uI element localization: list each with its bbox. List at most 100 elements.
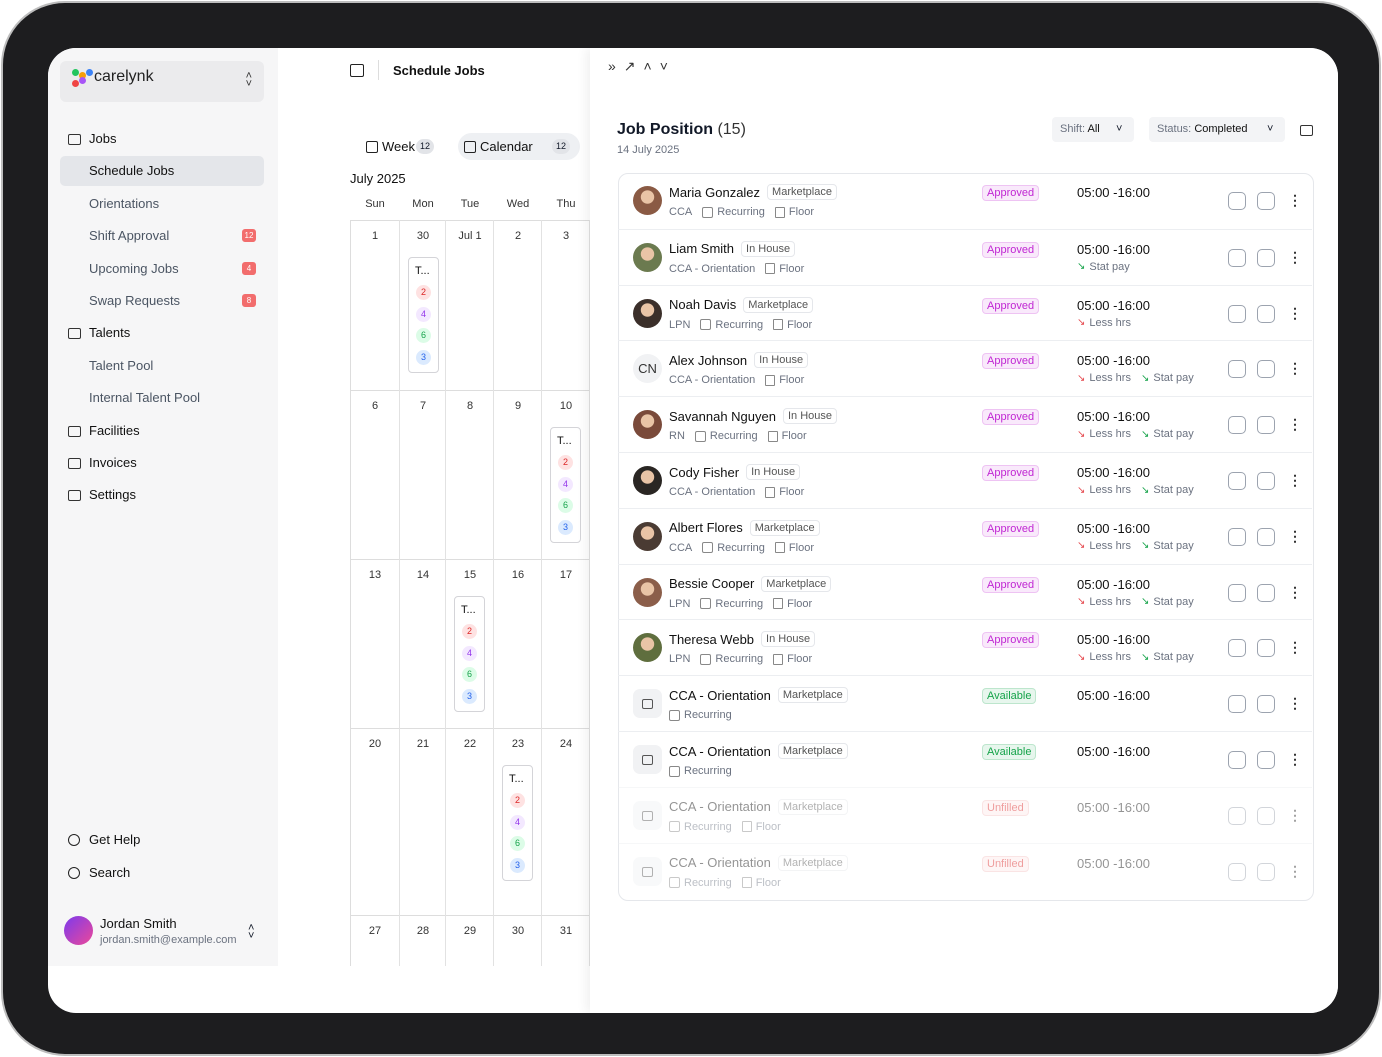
grid-cell bbox=[445, 915, 446, 966]
filter[interactable]: Shift: All ˅ bbox=[1052, 117, 1134, 142]
note: Stat pay bbox=[1153, 428, 1194, 441]
role: CCA - Orientation bbox=[669, 486, 756, 498]
event-count: 4 bbox=[416, 306, 431, 322]
row-menu[interactable]: ⋮ bbox=[1288, 248, 1302, 265]
row-menu[interactable]: ⋮ bbox=[1288, 806, 1302, 823]
job-row[interactable]: CCA - Orientation Marketplace Recurring Flo… bbox=[618, 786, 1312, 844]
event-card[interactable]: T... 2 4 6 3 bbox=[454, 596, 485, 712]
job-row[interactable]: Savannah Nguyen In House RN Recurring Floor A… bbox=[618, 396, 1312, 453]
day-number: 27 bbox=[368, 925, 382, 937]
status-badge: Approved bbox=[982, 576, 1040, 593]
row-menu[interactable]: ⋮ bbox=[1288, 751, 1302, 767]
schedule: Recurring bbox=[717, 541, 765, 554]
status-badge: Approved bbox=[982, 520, 1040, 537]
print-icon bbox=[1300, 125, 1313, 136]
row-menu[interactable]: ⋮ bbox=[1288, 695, 1302, 712]
job-row[interactable]: Liam Smith In House CCA - Orientation Floor… bbox=[618, 228, 1312, 286]
job-row[interactable]: Theresa Webb In House LPN Recurring Floor App… bbox=[618, 619, 1312, 676]
schedule-icon bbox=[700, 653, 712, 665]
view-tab[interactable]: Week 12 bbox=[360, 133, 444, 160]
day-number: 3 bbox=[562, 230, 570, 242]
day-number: 31 bbox=[559, 925, 573, 937]
job-row[interactable]: Bessie Cooper Marketplace LPN Recurring Floo… bbox=[618, 563, 1312, 621]
row-menu[interactable]: ⋮ bbox=[1288, 360, 1302, 377]
row-action[interactable] bbox=[1257, 248, 1275, 267]
job-row[interactable]: CN Alex Johnson In House CCA - Orientation F… bbox=[618, 340, 1312, 397]
row-action[interactable] bbox=[1228, 192, 1246, 210]
row-action[interactable] bbox=[1257, 360, 1275, 379]
row-action[interactable] bbox=[1257, 472, 1275, 490]
avatar bbox=[633, 410, 662, 440]
avatar bbox=[633, 689, 662, 719]
day-number: 30 bbox=[416, 230, 430, 242]
note: Stat pay bbox=[1153, 539, 1194, 552]
row-menu[interactable]: ⋮ bbox=[1288, 862, 1302, 879]
avatar bbox=[633, 521, 662, 551]
row-action[interactable] bbox=[1228, 304, 1246, 323]
job-row[interactable]: Albert Flores Marketplace CCA Recurring Floo… bbox=[618, 507, 1312, 565]
filter[interactable]: Status: Completed ˅ bbox=[1149, 117, 1285, 142]
source-tag: In House bbox=[761, 631, 816, 648]
grid-cell bbox=[399, 390, 400, 559]
notes: ↘ Less hrs ↘ Stat pay bbox=[1077, 651, 1194, 663]
job-name: CCA - Orientation bbox=[669, 743, 771, 759]
filter-label: Shift: bbox=[1060, 123, 1086, 135]
job-row[interactable]: CCA - Orientation Marketplace Recurring Ava… bbox=[618, 675, 1312, 732]
row-menu[interactable]: ⋮ bbox=[1288, 472, 1302, 488]
row-action[interactable] bbox=[1228, 360, 1246, 379]
row-menu[interactable]: ⋮ bbox=[1288, 639, 1302, 656]
note: Stat pay bbox=[1153, 484, 1194, 496]
row-action[interactable] bbox=[1257, 751, 1275, 769]
row-action[interactable] bbox=[1257, 527, 1275, 546]
row-action[interactable] bbox=[1228, 695, 1246, 714]
row-action[interactable] bbox=[1228, 806, 1246, 825]
row-menu[interactable]: ⋮ bbox=[1288, 583, 1302, 600]
row-menu[interactable]: ⋮ bbox=[1288, 192, 1302, 208]
event-card[interactable]: T... 2 4 6 3 bbox=[502, 765, 533, 881]
filter-caret: ˅ bbox=[1267, 123, 1274, 135]
note-icon: ↘ bbox=[1140, 372, 1150, 384]
row-action[interactable] bbox=[1228, 248, 1246, 267]
job-row[interactable]: CCA - Orientation Marketplace Recurring Flo… bbox=[618, 842, 1312, 900]
view-tab[interactable]: Calendar 12 bbox=[458, 133, 580, 160]
row-action[interactable] bbox=[1228, 751, 1246, 769]
row-action[interactable] bbox=[1257, 304, 1275, 323]
event-card[interactable]: T... 2 4 6 3 bbox=[408, 257, 439, 373]
event-count: 3 bbox=[416, 349, 431, 365]
location-icon bbox=[767, 430, 778, 442]
row-action[interactable] bbox=[1228, 416, 1246, 435]
row-action[interactable] bbox=[1228, 862, 1246, 881]
logo-dot bbox=[79, 77, 86, 84]
grid-row bbox=[350, 728, 590, 729]
row-action[interactable] bbox=[1257, 695, 1275, 714]
sidebar-toggle bbox=[350, 64, 364, 77]
job-row[interactable]: Maria Gonzalez Marketplace CCA Recurring Flo… bbox=[618, 173, 1312, 229]
status-badge: Approved bbox=[982, 353, 1040, 370]
row-action[interactable] bbox=[1257, 639, 1275, 658]
row-action[interactable] bbox=[1257, 416, 1275, 435]
row-action[interactable] bbox=[1257, 583, 1275, 602]
job-row[interactable]: Noah Davis Marketplace LPN Recurring Floor Ap… bbox=[618, 284, 1312, 342]
note: Less hrs bbox=[1089, 428, 1131, 441]
row-action[interactable] bbox=[1257, 192, 1275, 210]
location-icon bbox=[765, 263, 776, 275]
job-row[interactable]: CCA - Orientation Marketplace Recurring Ava… bbox=[618, 731, 1312, 788]
grid-cell bbox=[399, 220, 400, 390]
note-icon: ↘ bbox=[1077, 596, 1086, 608]
job-row[interactable]: Cody Fisher In House CCA - Orientation Floo… bbox=[618, 452, 1312, 509]
row-menu[interactable]: ⋮ bbox=[1288, 304, 1302, 321]
row-action[interactable] bbox=[1228, 583, 1246, 602]
row-action[interactable] bbox=[1257, 806, 1275, 825]
row-action[interactable] bbox=[1228, 527, 1246, 546]
row-action[interactable] bbox=[1228, 472, 1246, 490]
row-menu[interactable]: ⋮ bbox=[1288, 527, 1302, 544]
row-action[interactable] bbox=[1228, 639, 1246, 658]
grid-cell bbox=[541, 390, 542, 559]
row-menu[interactable]: ⋮ bbox=[1288, 416, 1302, 433]
event-card[interactable]: T... 2 4 6 3 bbox=[550, 427, 581, 543]
grid-row bbox=[350, 220, 590, 221]
row-action[interactable] bbox=[1257, 862, 1275, 881]
event-count: 3 bbox=[558, 519, 573, 535]
grid-cell bbox=[445, 559, 446, 728]
